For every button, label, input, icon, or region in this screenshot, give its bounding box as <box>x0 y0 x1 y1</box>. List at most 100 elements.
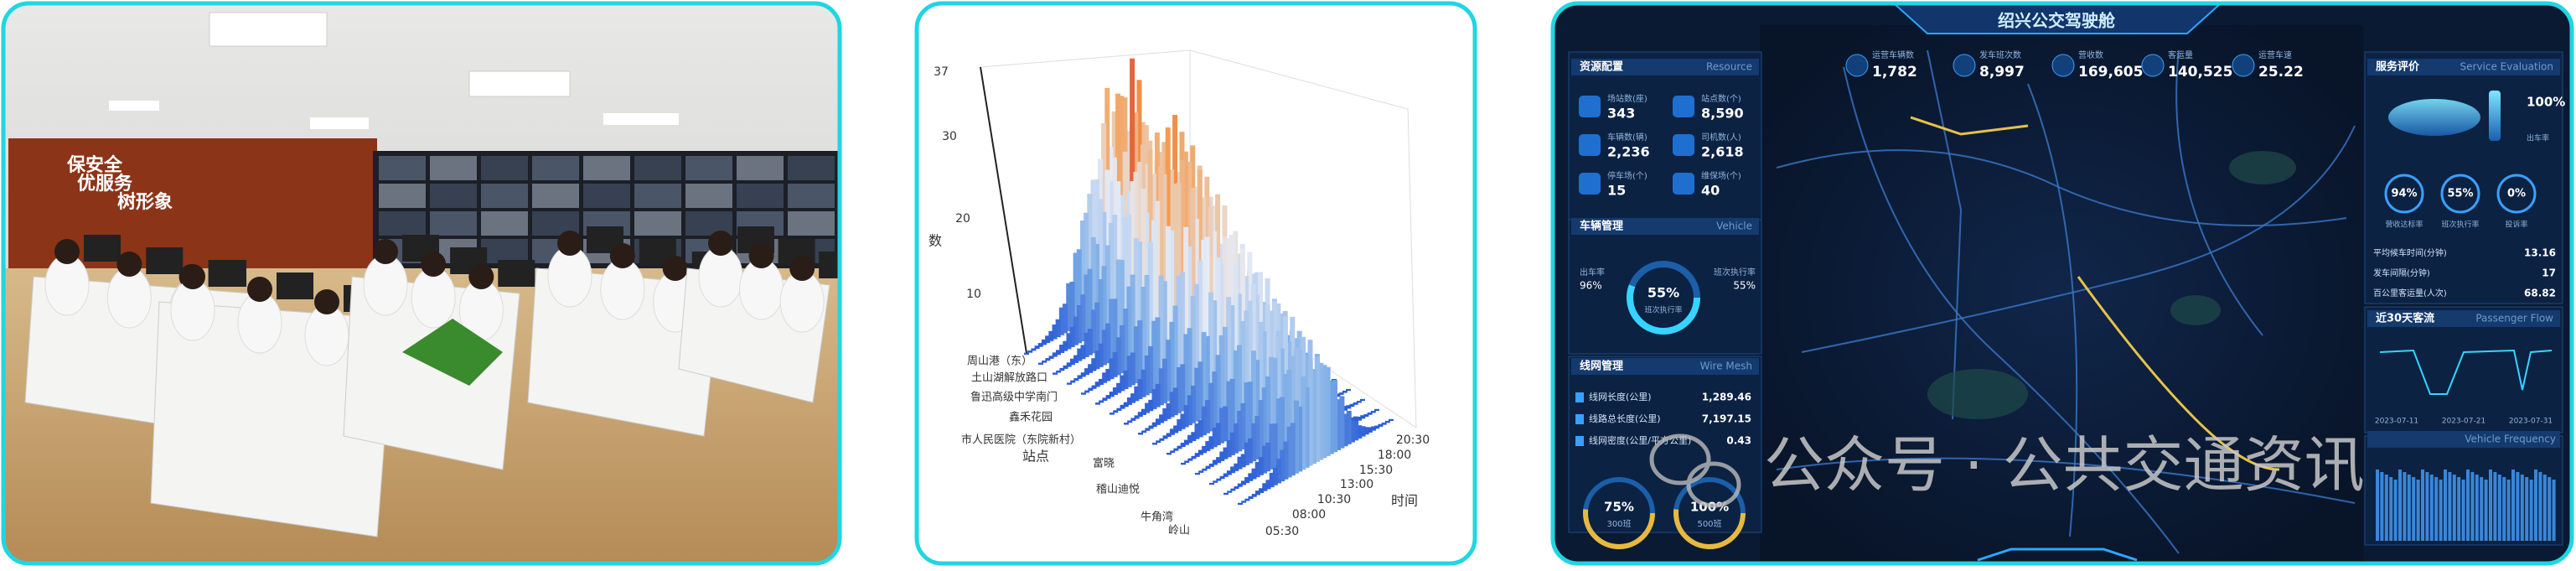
bar-shape <box>1198 470 1204 473</box>
bar-shape <box>1258 400 1264 458</box>
bar-shape <box>1130 181 1135 350</box>
bar-shape <box>1197 449 1203 455</box>
label: 37 <box>934 65 949 79</box>
bar-shape <box>1244 498 1250 501</box>
bar-shape <box>1166 340 1172 402</box>
bar-shape <box>1169 428 1175 435</box>
freq-bar <box>2403 472 2407 541</box>
bar-shape <box>1094 382 1100 387</box>
bar-shape <box>1038 362 1043 365</box>
bar-shape <box>1346 388 1351 392</box>
bar-shape <box>1067 382 1072 385</box>
label: 2,236 <box>1607 144 1650 160</box>
bar-shape <box>1126 356 1132 387</box>
label: 300班 <box>1606 519 1631 529</box>
bar-shape <box>1115 337 1121 376</box>
label: 0.43 <box>1726 435 1751 447</box>
head <box>421 252 447 277</box>
header-bar <box>1571 358 1759 375</box>
bar-shape <box>1134 415 1140 419</box>
bar-shape <box>1130 418 1136 421</box>
bar-shape <box>1371 426 1377 431</box>
bar-shape <box>1265 376 1270 454</box>
bar-shape <box>1109 298 1115 361</box>
gauge-arc <box>1583 477 1655 549</box>
bar-shape <box>1147 241 1153 376</box>
freq-bar <box>2520 475 2524 541</box>
bar-shape <box>1066 362 1072 367</box>
freq-bar <box>2542 475 2547 541</box>
monitor <box>146 247 184 274</box>
bar-shape <box>1136 241 1142 364</box>
screen <box>788 156 835 180</box>
screen <box>430 184 477 208</box>
bar-shape <box>1272 423 1278 468</box>
label: 百公里客运量(人次) <box>2373 288 2447 298</box>
bar-shape <box>1208 463 1214 467</box>
bar-shape <box>1191 455 1197 459</box>
bar-shape <box>1216 478 1222 481</box>
bar-shape <box>1286 369 1292 460</box>
bar-shape <box>1112 351 1118 377</box>
label: 2023-07-11 <box>2375 418 2418 426</box>
bar-shape <box>1148 425 1154 429</box>
bar-shape <box>1254 491 1260 496</box>
bar-shape <box>1179 159 1185 376</box>
head <box>373 239 398 264</box>
route <box>2077 276 2280 471</box>
head <box>789 256 815 281</box>
bar-shape <box>1229 378 1235 438</box>
bar-shape <box>1357 425 1363 439</box>
bar-shape <box>1073 316 1079 345</box>
bar-shape <box>1041 339 1047 345</box>
label: 市人民医院（东院新村） <box>961 433 1081 447</box>
bar-shape <box>1052 324 1058 340</box>
label: 169,605 <box>2078 64 2143 80</box>
bar-shape <box>1229 304 1235 420</box>
bar-shape <box>1254 461 1260 478</box>
bar-shape <box>1226 381 1232 440</box>
label: Service Evaluation <box>2460 61 2553 73</box>
bar-shape <box>1240 480 1246 485</box>
bar-shape <box>1180 364 1186 412</box>
bar-shape <box>1105 368 1111 382</box>
bar-shape <box>1367 412 1373 415</box>
label: 2023-07-21 <box>2442 418 2485 426</box>
bar-shape <box>1272 467 1278 485</box>
bar-shape <box>1237 456 1243 470</box>
bar-shape <box>1162 358 1168 403</box>
bar-shape <box>1098 199 1104 332</box>
bar-shape <box>1165 226 1171 384</box>
bar-shape <box>1183 405 1189 428</box>
freq-bar <box>2484 480 2488 541</box>
bar-shape <box>1116 382 1122 393</box>
icon <box>1579 134 1601 156</box>
freq-bar <box>2416 480 2420 541</box>
bar-shape <box>1138 433 1143 435</box>
bar-shape <box>1148 345 1154 394</box>
screen <box>379 211 426 236</box>
kpi-icon <box>2232 54 2255 77</box>
kpi-icon <box>2051 54 2075 77</box>
bar-shape <box>1301 376 1306 470</box>
bar-shape <box>1112 387 1118 396</box>
bar-shape <box>1151 389 1157 409</box>
bar-shape <box>1230 488 1236 491</box>
bar-shape <box>1088 387 1094 392</box>
bar-shape <box>1280 449 1285 482</box>
bar-shape <box>1158 368 1164 406</box>
label: 营收数 <box>2078 49 2103 60</box>
bar-shape <box>1240 321 1246 432</box>
road <box>2175 49 2263 336</box>
header-bar <box>2367 431 2560 448</box>
bar-shape <box>1237 483 1243 487</box>
header-bar <box>1571 59 1759 75</box>
bar-shape <box>1126 214 1132 352</box>
icon <box>1575 392 1584 402</box>
bar-shape <box>1161 174 1167 368</box>
label: 25.22 <box>2258 64 2304 80</box>
bar-shape <box>1119 259 1125 356</box>
bar-shape <box>1098 279 1104 350</box>
bottom-deco <box>1977 548 2138 562</box>
bar-shape <box>1073 355 1079 363</box>
